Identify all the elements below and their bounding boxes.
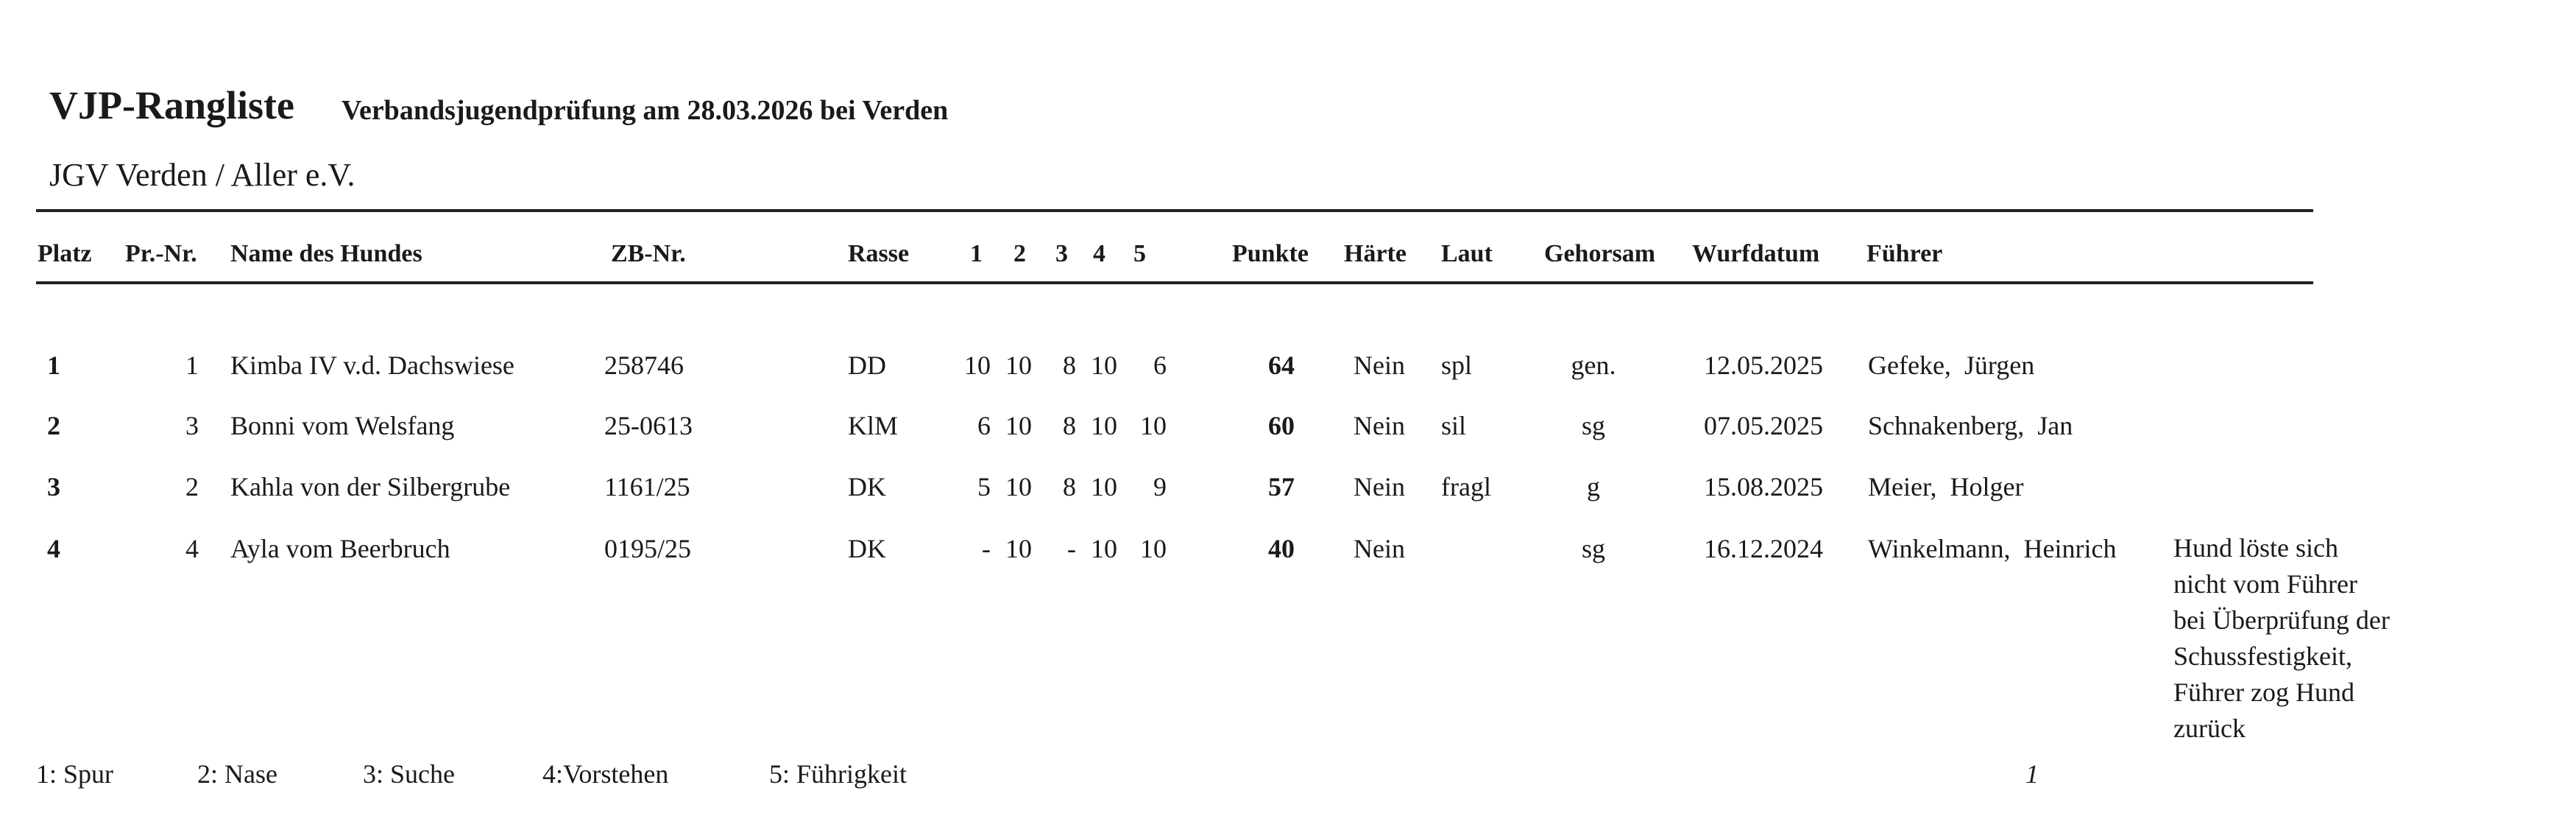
col-3: 3 <box>1055 240 1068 267</box>
remark-cell: Hund löste sich nicht vom Führer bei Überp… <box>2173 530 2483 747</box>
punkte-cell: 60 <box>1268 411 1295 440</box>
score-cell: - <box>1067 534 1076 563</box>
score-cell: 10 <box>1091 351 1117 380</box>
haerte-cell: Nein <box>1354 472 1405 501</box>
legend-item: 4:Vorstehen <box>542 759 669 789</box>
gehorsam-cell: sg <box>1581 411 1605 440</box>
remark-line: bei Überprüfung der <box>2173 605 2390 635</box>
rasse-cell: DK <box>848 534 886 563</box>
legend-item: 1: Spur <box>36 759 114 789</box>
prnr-cell: 1 <box>185 351 199 380</box>
legend-item: 3: Suche <box>363 759 455 789</box>
score-cell: 10 <box>1005 351 1032 380</box>
rasse-cell: DD <box>848 351 886 380</box>
col-wurfdatum: Wurfdatum <box>1692 240 1820 267</box>
legend-item: 2: Nase <box>197 759 277 789</box>
fuehrer-cell: Schnakenberg, Jan <box>1868 411 2073 440</box>
laut-cell: fragl <box>1441 472 1491 501</box>
col-1: 1 <box>970 240 983 267</box>
gehorsam-cell: sg <box>1581 534 1605 563</box>
wurfdatum-cell: 12.05.2025 <box>1704 351 1823 380</box>
fuehrer-cell: Gefeke, Jürgen <box>1868 351 2035 380</box>
col-zb: ZB-Nr. <box>611 240 686 267</box>
punkte-cell: 57 <box>1268 472 1295 501</box>
col-fuehrer: Führer <box>1866 240 1943 267</box>
page-subtitle: Verbandsjugendprüfung am 28.03.2026 bei … <box>342 95 949 126</box>
name-cell: Bonni vom Welsfang <box>230 411 455 440</box>
score-cell: 10 <box>1091 534 1117 563</box>
score-cell: 10 <box>1005 472 1032 501</box>
zb-cell: 258746 <box>604 351 684 380</box>
platz-cell: 3 <box>47 472 60 501</box>
rasse-cell: KlM <box>848 411 899 440</box>
col-platz: Platz <box>38 240 92 267</box>
score-cell: 10 <box>1140 534 1167 563</box>
zb-cell: 25-0613 <box>604 411 693 440</box>
col-rasse: Rasse <box>848 240 910 267</box>
punkte-cell: 40 <box>1268 534 1295 563</box>
col-4: 4 <box>1093 240 1105 267</box>
rasse-cell: DK <box>848 472 886 501</box>
fuehrer-cell: Meier, Holger <box>1868 472 2024 501</box>
page-number: 1 <box>2025 759 2039 789</box>
laut-cell: spl <box>1441 351 1473 380</box>
col-prnr: Pr.-Nr. <box>125 240 197 267</box>
prnr-cell: 3 <box>185 411 199 440</box>
remark-line: nicht vom Führer <box>2173 569 2357 599</box>
fuehrer-cell: Winkelmann, Heinrich <box>1868 534 2117 563</box>
name-cell: Kahla von der Silbergrube <box>230 472 511 501</box>
score-cell: 5 <box>977 472 991 501</box>
wurfdatum-cell: 16.12.2024 <box>1704 534 1823 563</box>
platz-cell: 4 <box>47 534 60 563</box>
score-cell: 9 <box>1153 472 1167 501</box>
score-cell: 8 <box>1063 472 1076 501</box>
score-cell: 6 <box>977 411 991 440</box>
platz-cell: 2 <box>47 411 60 440</box>
col-name: Name des Hundes <box>230 240 422 267</box>
zb-cell: 1161/25 <box>604 472 690 501</box>
col-gehorsam: Gehorsam <box>1544 240 1656 267</box>
prnr-cell: 2 <box>185 472 199 501</box>
score-cell: 10 <box>1005 534 1032 563</box>
remark-line: zurück <box>2173 714 2246 743</box>
organization: JGV Verden / Aller e.V. <box>49 157 355 193</box>
col-punkte: Punkte <box>1232 240 1309 267</box>
page-title: VJP-Rangliste <box>49 83 294 127</box>
col-laut: Laut <box>1441 240 1493 267</box>
score-cell: 8 <box>1063 411 1076 440</box>
wurfdatum-cell: 15.08.2025 <box>1704 472 1823 501</box>
haerte-cell: Nein <box>1354 411 1405 440</box>
remark-line: Schussfestigkeit, <box>2173 641 2352 671</box>
name-cell: Kimba IV v.d. Dachswiese <box>230 351 514 380</box>
haerte-cell: Nein <box>1354 534 1405 563</box>
header-rule <box>36 281 2313 284</box>
haerte-cell: Nein <box>1354 351 1405 380</box>
name-cell: Ayla vom Beerbruch <box>230 534 450 563</box>
score-cell: 8 <box>1063 351 1076 380</box>
gehorsam-cell: g <box>1587 472 1600 501</box>
score-cell: 10 <box>1091 411 1117 440</box>
col-2: 2 <box>1013 240 1026 267</box>
top-rule <box>36 209 2313 212</box>
score-cell: 6 <box>1153 351 1167 380</box>
remark-line: Hund löste sich <box>2173 533 2338 563</box>
wurfdatum-cell: 07.05.2025 <box>1704 411 1823 440</box>
remark-line: Führer zog Hund <box>2173 678 2354 707</box>
score-cell: 10 <box>1140 411 1167 440</box>
score-cell: - <box>982 534 991 563</box>
score-cell: 10 <box>1091 472 1117 501</box>
platz-cell: 1 <box>47 351 60 380</box>
prnr-cell: 4 <box>185 534 199 563</box>
col-haerte: Härte <box>1344 240 1406 267</box>
legend-item: 5: Führigkeit <box>769 759 907 789</box>
score-cell: 10 <box>1005 411 1032 440</box>
laut-cell: sil <box>1441 411 1467 440</box>
score-cell: 10 <box>964 351 991 380</box>
col-5: 5 <box>1133 240 1146 267</box>
zb-cell: 0195/25 <box>604 534 692 563</box>
gehorsam-cell: gen. <box>1571 351 1616 380</box>
punkte-cell: 64 <box>1268 351 1295 380</box>
